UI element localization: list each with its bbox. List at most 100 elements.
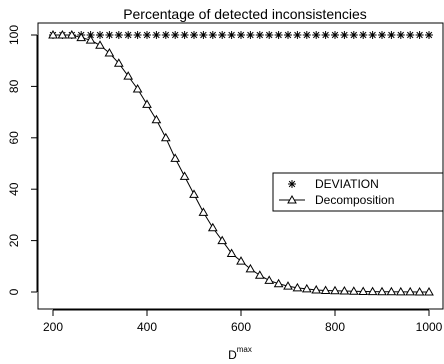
data-point [386,286,397,296]
data-point [264,275,275,284]
x-axis-label-superscript: max [237,345,252,354]
data-point [96,31,104,39]
marker-stroke [190,31,198,39]
data-point [406,31,415,39]
data-point [161,31,170,39]
data-point [283,281,293,290]
legend: DEVIATION Decomposition [272,172,444,212]
data-point [405,286,416,296]
series-layer [48,29,434,296]
marker-stroke [143,31,151,39]
y-tick-label: 0 [7,288,21,295]
data-point [424,286,434,296]
data-point [123,71,134,80]
marker-stroke [153,31,160,39]
x-tick-label: 200 [43,320,63,334]
marker-stroke [350,31,358,39]
marker-stroke [256,31,264,39]
data-point [339,285,350,295]
data-point [368,31,377,39]
data-point [378,31,386,39]
data-point [349,31,358,39]
data-point [152,31,161,39]
data-point [104,47,115,57]
data-point [321,31,330,39]
data-point [208,31,217,39]
data-point [133,31,142,39]
marker-stroke [397,31,405,39]
marker-stroke [265,31,273,39]
marker-stroke [106,31,113,39]
x-tick-label: 600 [231,320,251,334]
marker-stroke [359,31,367,39]
data-point [284,31,292,39]
data-point [320,285,331,294]
data-point [199,31,208,39]
series-decomposition [48,29,434,296]
plot-frame [37,22,444,310]
data-point [274,31,283,39]
data-point [358,286,369,295]
data-point [143,31,151,39]
data-point [227,31,236,39]
marker-stroke [228,31,235,39]
data-point [160,132,171,142]
y-axis: 0 20 40 60 80 100 [7,25,38,295]
data-point [207,222,218,232]
data-point [359,31,368,39]
data-point [348,286,359,295]
data-point [190,31,198,39]
legend-marker [288,180,296,188]
data-point [113,58,124,67]
marker-stroke [134,31,141,39]
data-point [179,171,190,180]
data-point [170,153,181,162]
marker-stroke [303,31,311,39]
data-point [395,286,406,296]
marker-stroke [331,31,339,39]
data-point [377,286,387,296]
marker-stroke [378,31,386,39]
data-point [142,99,152,108]
marker-stroke [294,31,301,39]
data-point [367,286,378,296]
marker-stroke [87,31,94,39]
data-point [189,189,199,198]
data-point [171,31,180,39]
data-point [198,207,209,216]
data-point [292,282,303,292]
data-point [331,31,339,39]
marker-stroke [369,31,376,39]
data-point [273,278,284,288]
marker-stroke [115,31,123,39]
marker-stroke [406,31,414,39]
x-tick-label: 1000 [416,320,443,334]
x-axis: 200 400 600 800 1000 [43,309,443,334]
marker-stroke [209,31,217,39]
data-point [57,29,68,39]
series-deviation [49,31,433,39]
marker-stroke [425,31,433,39]
data-point [425,31,433,39]
data-point [265,31,274,39]
data-point [311,284,322,294]
marker-stroke [388,31,395,39]
data-point [218,31,227,39]
data-point [95,40,105,49]
x-tick-label: 800 [325,320,345,334]
marker-stroke [247,31,254,39]
data-point [48,29,58,39]
x-tick-label: 400 [137,320,157,334]
marker-stroke [312,31,320,39]
marker-stroke [288,180,296,188]
y-tick-label: 80 [7,79,21,93]
data-point [396,31,405,39]
chart-title: Percentage of detected inconsistencies [123,6,367,22]
data-point [387,31,396,39]
data-point [330,285,340,295]
marker-stroke [237,31,245,39]
legend-item-decomposition: Decomposition [279,193,394,207]
marker-stroke [218,31,226,39]
data-point [114,31,123,39]
